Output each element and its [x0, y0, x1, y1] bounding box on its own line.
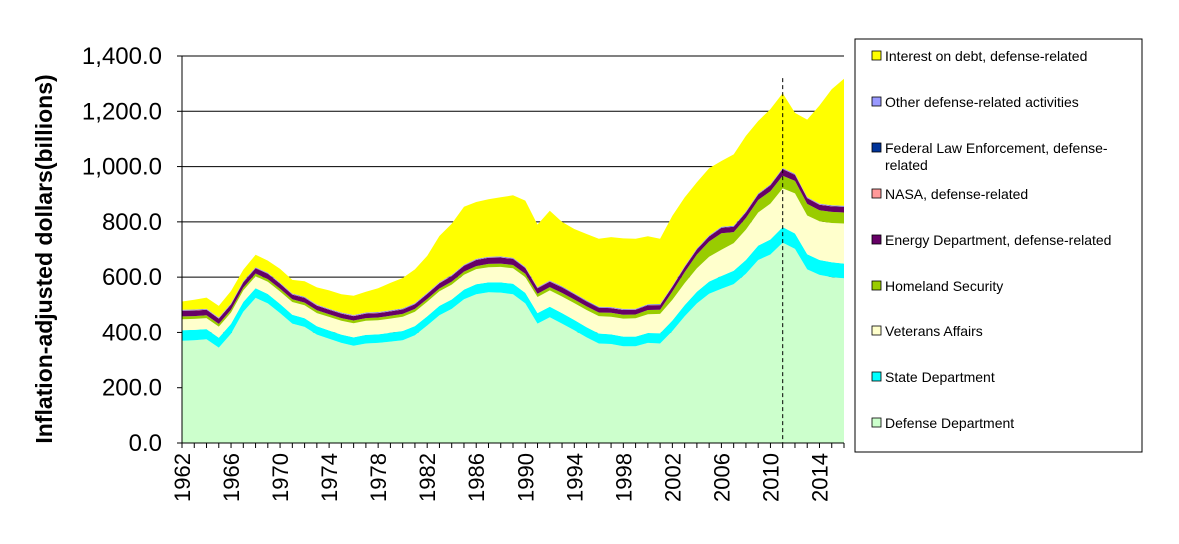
- y-tick-labels: 0.0 200.0 400.0 600.0 800.0 1,000.0 1,200.0 1,4…: [82, 43, 162, 457]
- axes: [177, 55, 845, 448]
- legend-label-state-department: State Department: [885, 369, 995, 385]
- legend-label-energy-department-defense-related: Energy Department, defense-related: [885, 232, 1111, 248]
- x-tick-label-1974: 1974: [317, 453, 342, 502]
- area-defense-department: [182, 242, 844, 443]
- legend-item-federal-law-enforcement-defense-related: Federal Law Enforcement, defense-related: [871, 140, 1108, 173]
- legend-item-homeland-security: Homeland Security: [871, 278, 1003, 294]
- x-tick-label-1998: 1998: [611, 453, 636, 502]
- y-tick-label-7: 1,400.0: [82, 43, 162, 70]
- legend-item-other-defense-related-activities: Other defense-related activities: [871, 94, 1079, 110]
- legend-item-energy-department-defense-related: Energy Department, defense-related: [871, 232, 1111, 248]
- x-tick-label-2002: 2002: [660, 453, 685, 502]
- legend-swatch-energy-department-defense-related: [871, 234, 882, 245]
- legend-swatch-nasa-defense-related: [871, 188, 882, 199]
- legend-item-interest-on-debt-defense-related: Interest on debt, defense-related: [871, 48, 1087, 64]
- y-tick-label-3: 600.0: [102, 264, 162, 291]
- x-tick-label-1978: 1978: [366, 453, 391, 502]
- x-tick-label-1986: 1986: [464, 453, 489, 502]
- y-tick-label-1: 200.0: [102, 375, 162, 402]
- legend-swatch-federal-law-enforcement-defense-related: [871, 142, 882, 153]
- x-tick-label-2006: 2006: [709, 453, 734, 502]
- area-interest-on-debt-defense-related: [182, 78, 844, 318]
- legend-label-veterans-affairs: Veterans Affairs: [885, 323, 983, 339]
- x-tick-label-1962: 1962: [170, 453, 195, 502]
- y-axis-title: Inflation-adjusted dollars(billions): [31, 74, 57, 443]
- legend-item-state-department: State Department: [871, 369, 995, 385]
- legend-swatch-homeland-security: [871, 280, 882, 291]
- legend-label-federal-law-enforcement-defense-related: Federal Law Enforcement, defense-related: [885, 140, 1108, 173]
- x-tick-label-1990: 1990: [513, 453, 538, 502]
- legend-swatch-state-department: [871, 371, 882, 382]
- legend-label-homeland-security: Homeland Security: [885, 278, 1003, 294]
- x-tick-label-1970: 1970: [268, 453, 293, 502]
- legend-item-veterans-affairs: Veterans Affairs: [871, 323, 983, 339]
- x-tick-labels: 1962 1966 1970 1974 1978 1982 1986 1990 1994 1998…: [170, 453, 833, 502]
- legend-label-other-defense-related-activities: Other defense-related activities: [885, 94, 1079, 110]
- y-tick-label-2: 400.0: [102, 319, 162, 346]
- legend-swatch-interest-on-debt-defense-related: [871, 50, 882, 61]
- area-homeland-security: [182, 175, 844, 327]
- legend-swatch-veterans-affairs: [871, 325, 882, 336]
- y-tick-label-5: 1,000.0: [82, 154, 162, 181]
- x-tick-label-1994: 1994: [562, 453, 587, 502]
- legend-label-defense-department: Defense Department: [885, 415, 1014, 431]
- legend-swatch-other-defense-related-activities: [871, 96, 882, 107]
- x-tick-label-2014: 2014: [808, 453, 833, 502]
- legend: Interest on debt, defense-related Other d…: [854, 38, 1143, 453]
- y-tick-label-0: 0.0: [129, 430, 162, 457]
- area-state-department: [182, 227, 844, 348]
- legend-item-nasa-defense-related: NASA, defense-related: [871, 186, 1028, 202]
- x-tick-label-1982: 1982: [415, 453, 440, 502]
- area-veterans-affairs: [182, 188, 844, 338]
- x-tick-label-2010: 2010: [758, 453, 783, 502]
- legend-swatch-defense-department: [871, 417, 882, 428]
- y-tick-label-4: 800.0: [102, 209, 162, 236]
- y-tick-label-6: 1,200.0: [82, 98, 162, 125]
- legend-label-nasa-defense-related: NASA, defense-related: [885, 186, 1028, 202]
- x-tick-label-1966: 1966: [219, 453, 244, 502]
- legend-label-interest-on-debt-defense-related: Interest on debt, defense-related: [885, 48, 1087, 64]
- legend-item-defense-department: Defense Department: [871, 415, 1014, 431]
- area-series-group: [182, 78, 844, 443]
- legend-box: [854, 38, 1143, 453]
